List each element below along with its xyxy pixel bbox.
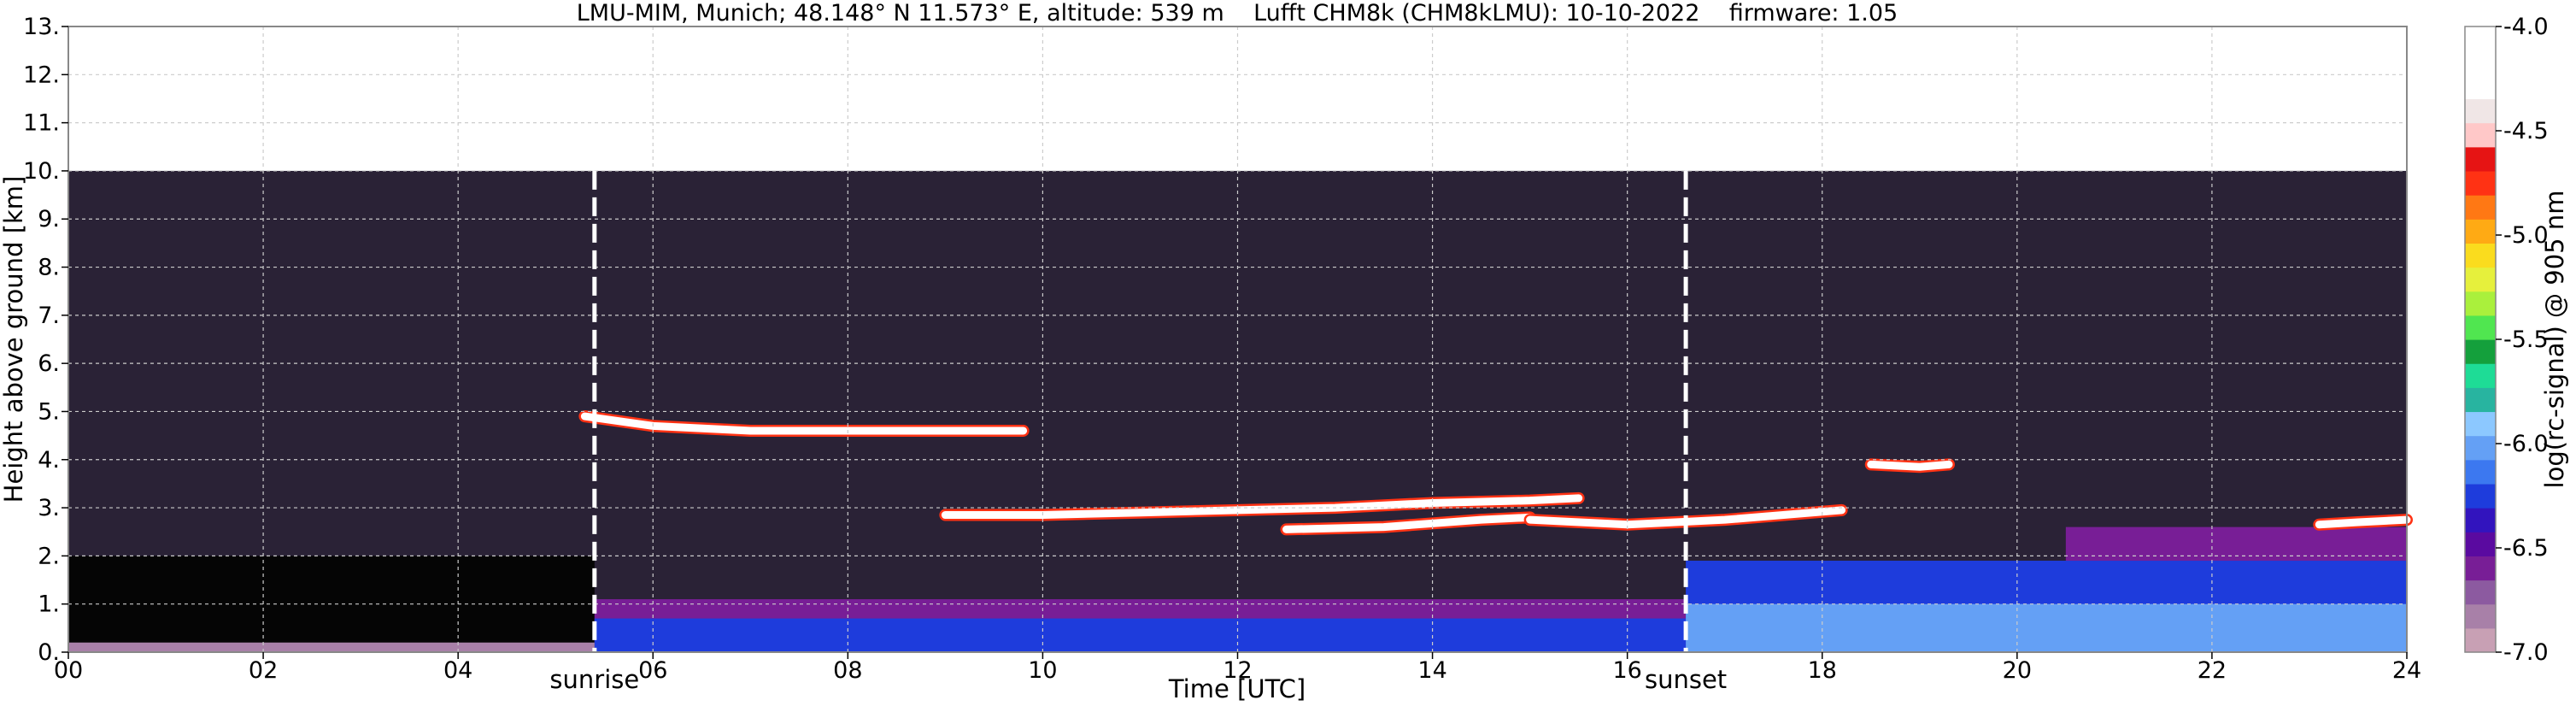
x-tick-label: 04 [443,657,472,684]
colorbar-segment [2465,580,2496,605]
aerosol-band [68,642,595,652]
colorbar-label: log(rc-signal) @ 905 nm [2540,191,2569,489]
y-tick-label: 5. [38,398,60,425]
colorbar-segment [2465,387,2496,413]
x-tick-label: 14 [1417,657,1446,684]
plot-area [67,26,2413,653]
y-tick-label: 7. [38,303,60,329]
colorbar-segment [2465,26,2496,51]
cloud-layer [1282,513,1534,533]
cloud-layer [580,412,1028,435]
sun-markers [592,170,1688,652]
colorbar-tick-label: -4.5 [2503,118,2549,144]
y-axis-label: Height above ground [km] [0,176,28,503]
x-tick-label: 22 [2198,657,2227,684]
cloud-layer [1526,506,1846,529]
cloud-layer [941,494,1583,520]
y-tick-label: 4. [38,447,60,474]
x-tick-label: 16 [1612,657,1641,684]
x-tick-label: 10 [1028,657,1057,684]
y-tick-label: 6. [38,350,60,377]
y-axis-ticks: 0. 1. 2. 3. 4. 5. 6. 7. 8. 9. 10. 11. 12. 13. [23,14,68,666]
colorbar-tick-label: -5.0 [2503,222,2549,249]
colorbar-segment [2465,291,2496,316]
y-tick-label: 1. [38,591,60,618]
x-tick-label: 06 [638,657,667,684]
colorbar-segment [2465,74,2496,100]
colorbar-segment [2465,363,2496,388]
aerosol-layer [68,527,2407,652]
colorbar-tick-label: -7.0 [2503,639,2549,666]
colorbar-segment [2465,315,2496,340]
y-tick-label: 13. [23,14,60,40]
colorbar-segment [2465,243,2496,268]
x-tick-label: 02 [249,657,278,684]
cloud-layer [2315,515,2411,529]
colorbar-segment [2465,267,2496,292]
colorbar-segment [2465,556,2496,581]
colorbar-segment [2465,603,2496,629]
colorbar-segment [2465,195,2496,220]
x-tick-label: 00 [54,657,83,684]
aerosol-band [594,618,1687,652]
aerosol-band [1686,603,2407,652]
x-tick-label: 08 [833,657,862,684]
colorbar-segment [2465,339,2496,364]
colorbar-segment [2465,50,2496,75]
colorbar-segment [2465,508,2496,532]
grid [68,26,2407,652]
colorbar-segment [2465,435,2496,461]
y-tick-label: 0. [38,639,60,666]
x-axis-label: Time [UTC] [1168,674,1306,703]
colorbar-segment [2465,146,2496,172]
y-tick-label: 12. [23,62,60,88]
y-tick-label: 11. [23,110,60,137]
colorbar-segment [2465,459,2496,485]
chart-title: LMU-MIM, Munich; 48.148° N 11.573° E, al… [577,0,1898,26]
colorbar-segment [2465,122,2496,148]
sun-marker-label: sunrise [549,665,639,694]
colorbar-tick-label: -6.5 [2503,535,2549,562]
colorbar-segment [2465,98,2496,124]
x-tick-label: 18 [1808,657,1837,684]
aerosol-band [2065,527,2407,562]
colorbar-segment [2465,411,2496,437]
colorbar-segment [2465,532,2496,556]
y-tick-label: 3. [38,495,60,521]
y-tick-label: 9. [38,206,60,232]
colorbar-segment [2465,170,2496,196]
x-axis-ticks: 00 02 04 06 08 10 12 14 16 18 20 22 24 [54,652,2421,684]
cloud-layer [1867,460,1953,471]
colorbar-segment [2465,627,2496,653]
y-tick-label: 10. [23,158,60,185]
colorbar-segment [2465,219,2496,244]
y-tick-label: 8. [38,255,60,281]
y-tick-label: 2. [38,543,60,569]
sun-marker-label: sunset [1645,665,1727,694]
x-tick-label: 20 [2003,657,2032,684]
colorbar-tick-label: -6.0 [2503,431,2549,457]
cloud-features [578,410,2413,536]
colorbar-tick-label: -4.0 [2503,14,2549,40]
colorbar: -4.0 -4.5 -5.0 -5.5 -6.0 -6.5 -7.0 [2464,14,2549,666]
x-tick-label: 12 [1223,657,1252,684]
colorbar-tick-label: -5.5 [2503,327,2549,353]
x-tick-label: 24 [2392,657,2421,684]
colorbar-segment [2465,483,2496,509]
